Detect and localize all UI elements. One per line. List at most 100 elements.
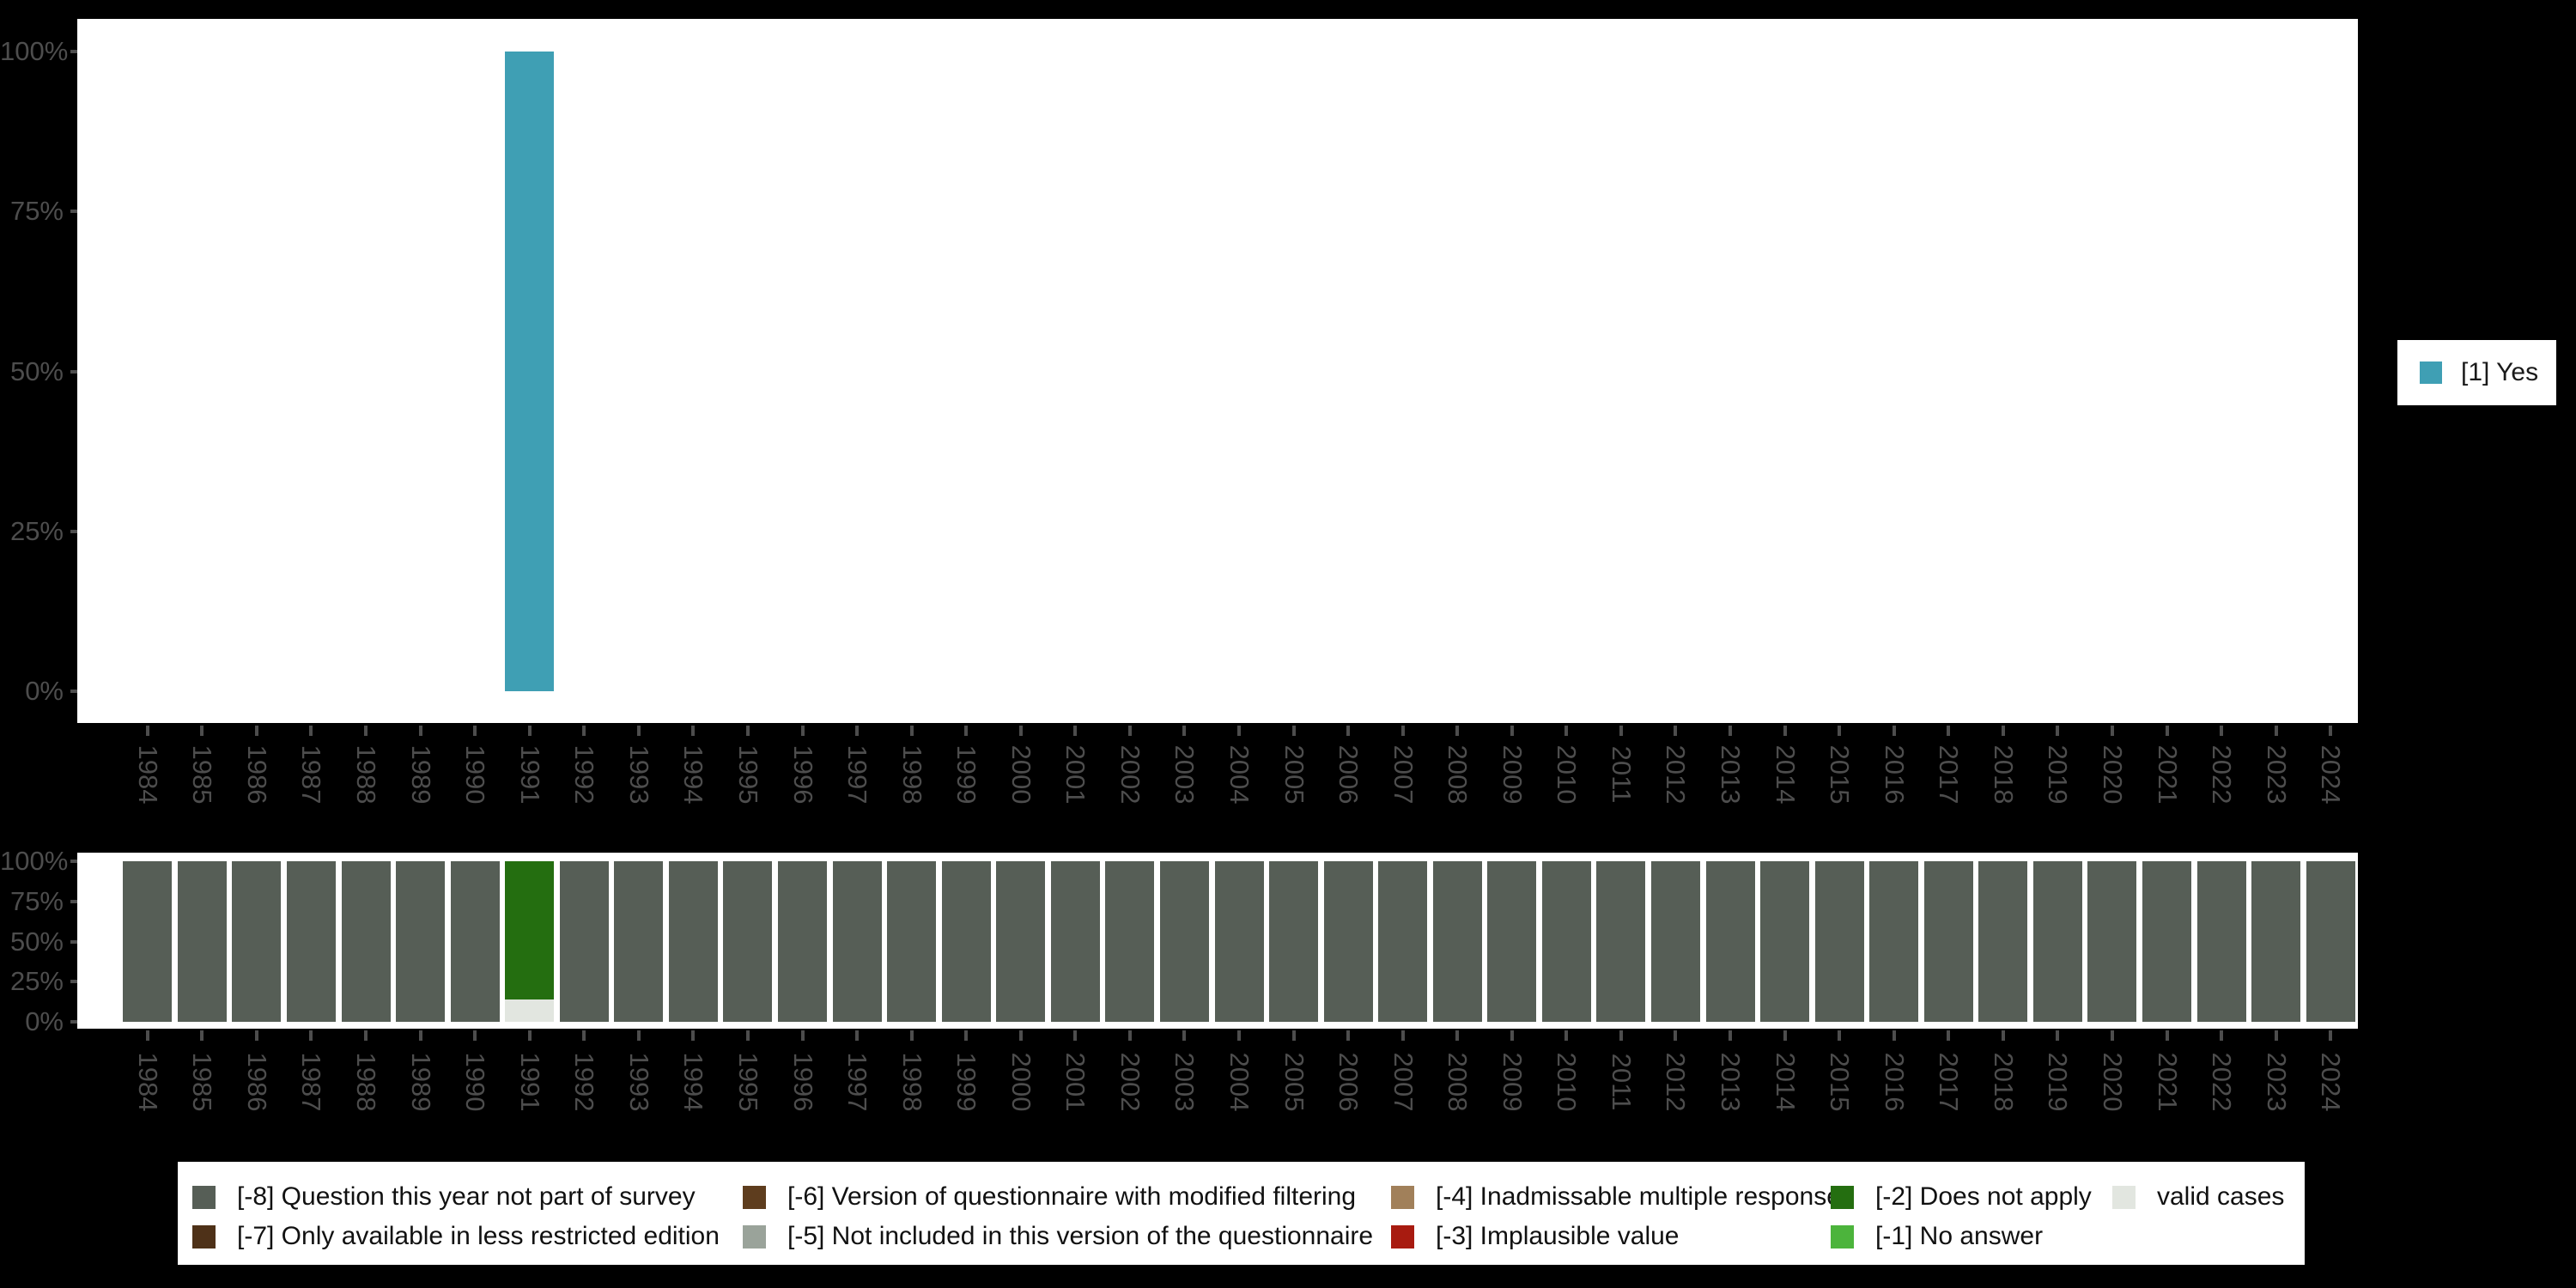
x-tick-mark: [1182, 1030, 1187, 1041]
missing-bar-1997-8-question-this-year-not-part-of-survey: [832, 861, 882, 1022]
missing-bar-1986-8-question-this-year-not-part-of-survey: [232, 861, 282, 1022]
x-tick-mark: [2329, 1030, 2333, 1041]
y-tick-label: 100%: [0, 846, 69, 876]
yes-legend-label: [1] Yes: [2461, 358, 2539, 386]
x-tick-label-2009: 2009: [1497, 1052, 1528, 1112]
x-tick-label-2020: 2020: [2097, 744, 2128, 805]
x-tick-label-1990: 1990: [460, 744, 491, 805]
missing-bar-1988-8-question-this-year-not-part-of-survey: [341, 861, 391, 1022]
x-tick-mark: [2329, 726, 2333, 736]
x-tick-mark: [1947, 726, 1951, 736]
legend-item-6-version-of-questionnaire-with-modified-filtering: [-6] Version of questionnaire with modif…: [743, 1177, 1356, 1217]
legend-swatch-valid-cases: [2112, 1185, 2136, 1209]
x-tick-label-2013: 2013: [1716, 744, 1747, 805]
x-tick-label-2000: 2000: [1005, 1052, 1036, 1112]
x-tick-mark: [1237, 726, 1241, 736]
x-tick-mark: [527, 1030, 532, 1041]
x-tick-label-2002: 2002: [1115, 1052, 1145, 1112]
x-tick-label-2011: 2011: [1606, 745, 1637, 804]
missing-bar-2015-8-question-this-year-not-part-of-survey: [1814, 861, 1864, 1022]
x-tick-mark: [254, 726, 258, 736]
x-tick-label-1985: 1985: [187, 1052, 218, 1112]
legend-item-2-does-not-apply: [-2] Does not apply: [1831, 1177, 2092, 1217]
x-tick-label-2012: 2012: [1661, 744, 1692, 805]
x-tick-mark: [800, 1030, 805, 1041]
x-tick-label-2007: 2007: [1388, 744, 1419, 805]
x-tick-mark: [2274, 726, 2278, 736]
x-tick-mark: [1947, 1030, 1951, 1041]
x-tick-label-2010: 2010: [1552, 744, 1583, 805]
x-tick-mark: [636, 1030, 641, 1041]
legend-label-valid-cases: valid cases: [2157, 1182, 2285, 1211]
legend-item-3-implausible-value: [-3] Implausible value: [1391, 1217, 1679, 1256]
x-tick-label-2021: 2021: [2152, 744, 2183, 805]
x-tick-mark: [1455, 1030, 1460, 1041]
x-tick-label-1987: 1987: [296, 744, 327, 805]
x-tick-label-1993: 1993: [623, 1052, 654, 1112]
x-tick-label-2008: 2008: [1443, 1052, 1473, 1112]
missing-bar-2018-8-question-this-year-not-part-of-survey: [1978, 861, 2028, 1022]
legend-item-8-question-this-year-not-part-of-survey: [-8] Question this year not part of surv…: [192, 1177, 696, 1217]
y-tick-label: 50%: [9, 926, 64, 957]
x-tick-label-1989: 1989: [405, 744, 436, 805]
missing-bar-2024-8-question-this-year-not-part-of-survey: [2306, 861, 2355, 1022]
x-tick-label-2011: 2011: [1606, 1053, 1637, 1111]
x-tick-label-2016: 2016: [1879, 1052, 1910, 1112]
x-tick-mark: [1018, 1030, 1023, 1041]
legend-item-4-inadmissable-multiple-response: [-4] Inadmissable multiple response: [1391, 1177, 1841, 1217]
x-tick-label-2022: 2022: [2207, 1052, 2238, 1112]
x-tick-label-2023: 2023: [2261, 744, 2292, 805]
x-tick-mark: [254, 1030, 258, 1041]
x-tick-mark: [2001, 726, 2005, 736]
x-tick-label-1990: 1990: [460, 1052, 491, 1112]
y-tick-mark: [70, 529, 77, 533]
x-tick-mark: [1127, 726, 1132, 736]
x-tick-mark: [473, 726, 477, 736]
x-tick-mark: [1127, 1030, 1132, 1041]
missing-bar-2010-8-question-this-year-not-part-of-survey: [1541, 861, 1591, 1022]
x-tick-label-2007: 2007: [1388, 1052, 1419, 1112]
legend-item-7-only-available-in-less-restricted-edition: [-7] Only available in less restricted e…: [192, 1217, 720, 1256]
missing-bar-2001-8-question-this-year-not-part-of-survey: [1050, 861, 1100, 1022]
y-tick-mark: [70, 899, 77, 903]
missing-bar-2002-8-question-this-year-not-part-of-survey: [1105, 861, 1155, 1022]
x-tick-label-2014: 2014: [1770, 744, 1801, 805]
x-tick-label-2008: 2008: [1443, 744, 1473, 805]
x-tick-label-2003: 2003: [1170, 744, 1200, 805]
y-tick-label: 25%: [9, 515, 64, 546]
x-tick-label-1987: 1987: [296, 1052, 327, 1112]
x-tick-label-2005: 2005: [1279, 744, 1309, 805]
missing-bar-2021-8-question-this-year-not-part-of-survey: [2142, 861, 2192, 1022]
x-tick-mark: [200, 726, 204, 736]
y-tick-mark: [70, 690, 77, 693]
missing-bar-1992-8-question-this-year-not-part-of-survey: [559, 861, 609, 1022]
legend-item-1-no-answer: [-1] No answer: [1831, 1217, 2043, 1256]
legend-label-4-inadmissable-multiple-response: [-4] Inadmissable multiple response: [1436, 1182, 1841, 1211]
x-tick-label-1984: 1984: [132, 1052, 163, 1112]
x-tick-mark: [1346, 726, 1351, 736]
x-tick-label-1992: 1992: [569, 744, 600, 805]
x-tick-label-1993: 1993: [623, 744, 654, 805]
x-tick-label-2004: 2004: [1224, 1052, 1255, 1112]
x-tick-label-2023: 2023: [2261, 1052, 2292, 1112]
x-tick-mark: [855, 1030, 860, 1041]
x-tick-label-2022: 2022: [2207, 744, 2238, 805]
x-tick-mark: [309, 726, 313, 736]
x-tick-label-2018: 2018: [1988, 744, 2019, 805]
legend-swatch-7-only-available-in-less-restricted-edition: [192, 1224, 216, 1249]
missing-bar-2019-8-question-this-year-not-part-of-survey: [2032, 861, 2082, 1022]
x-tick-label-2017: 2017: [1934, 1052, 1965, 1112]
legend-swatch-6-version-of-questionnaire-with-modified-filtering: [743, 1185, 766, 1209]
x-tick-label-1996: 1996: [787, 1052, 818, 1112]
x-tick-label-1995: 1995: [732, 744, 763, 805]
x-tick-mark: [1455, 726, 1460, 736]
missing-bar-2012-8-question-this-year-not-part-of-survey: [1650, 861, 1700, 1022]
x-tick-label-1998: 1998: [896, 1052, 927, 1112]
y-tick-mark: [70, 1020, 77, 1024]
x-tick-label-2014: 2014: [1770, 1052, 1801, 1112]
legend-label-6-version-of-questionnaire-with-modified-filtering: [-6] Version of questionnaire with modif…: [787, 1182, 1357, 1211]
legend-label-1-no-answer: [-1] No answer: [1875, 1222, 2044, 1250]
missing-bar-2011-8-question-this-year-not-part-of-survey: [1596, 861, 1646, 1022]
x-tick-mark: [800, 726, 805, 736]
